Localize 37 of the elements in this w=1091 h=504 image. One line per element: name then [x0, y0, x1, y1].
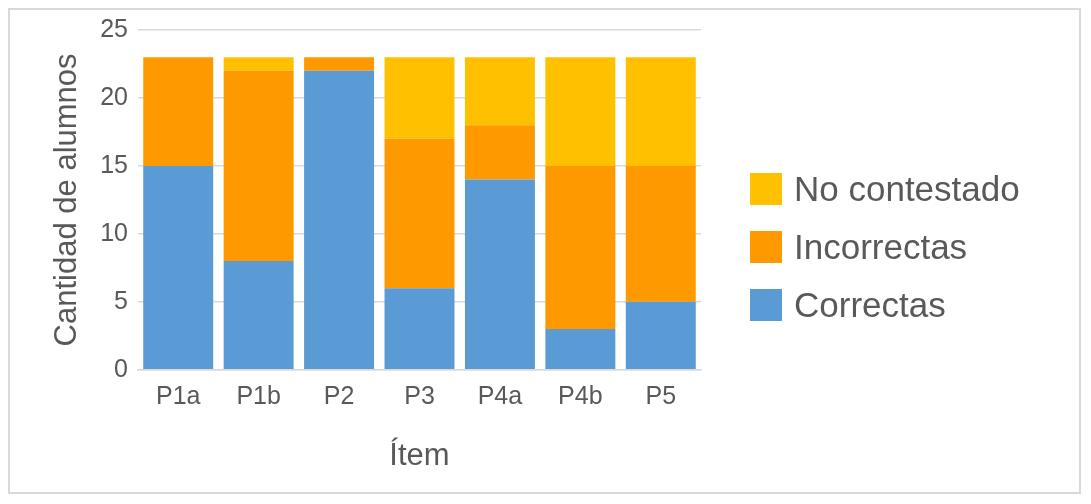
x-tick-label: P1a	[155, 380, 201, 409]
legend-label: No contestado	[794, 169, 1020, 209]
x-tick-label: P3	[404, 380, 435, 409]
bar	[545, 165, 616, 330]
bar	[625, 301, 696, 370]
x-tick-label: P4b	[558, 380, 603, 409]
x-tick-label: P1b	[236, 380, 281, 409]
y-tick-label: 5	[114, 285, 129, 314]
bar	[143, 57, 214, 166]
x-tick-label: P2	[323, 380, 355, 409]
bar	[223, 261, 294, 370]
x-tick-label: P4a	[477, 380, 523, 409]
bar	[545, 329, 616, 370]
x-axis-title: Ítem	[389, 436, 450, 472]
bar	[625, 165, 696, 302]
bar	[384, 288, 455, 370]
bar	[464, 57, 535, 126]
legend-label: Correctas	[794, 285, 946, 325]
y-tick-label: 0	[114, 353, 129, 382]
bar	[625, 57, 696, 166]
bar	[304, 70, 375, 370]
y-tick-label: 20	[100, 81, 129, 110]
bar	[464, 125, 535, 180]
bar	[304, 57, 375, 71]
bar	[464, 179, 535, 370]
y-tick-label: 25	[100, 13, 129, 42]
bar	[223, 70, 294, 262]
bar	[143, 165, 214, 370]
bar	[384, 57, 455, 139]
legend-label: Incorrectas	[794, 227, 968, 267]
x-tick-label: P5	[645, 380, 677, 409]
y-tick-label: 15	[100, 149, 129, 178]
bar	[545, 57, 616, 166]
bar	[223, 57, 294, 71]
bar	[384, 138, 455, 289]
y-axis-title: Cantidad de alumnos	[48, 53, 84, 347]
y-tick-label: 10	[100, 217, 129, 246]
